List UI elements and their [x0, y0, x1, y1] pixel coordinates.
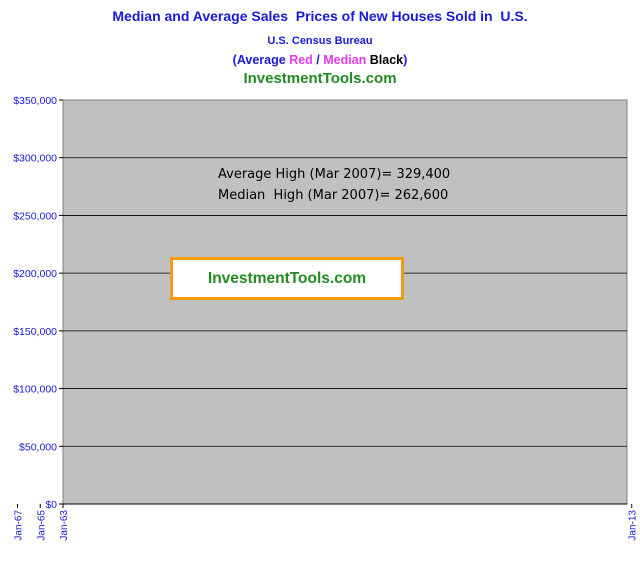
y-tick-label: $300,000: [13, 153, 57, 165]
legend-average-label: Red: [289, 53, 313, 67]
x-tick-label: Jan-67: [14, 510, 25, 541]
legend-slash: /: [312, 53, 324, 67]
chart-title: Median and Average Sales Prices of New H…: [112, 8, 528, 24]
chart-subtitle: U.S. Census Bureau: [267, 35, 373, 47]
source-brand: InvestmentTools.com: [243, 70, 397, 87]
y-tick-label: $250,000: [13, 210, 57, 222]
plot-area: [62, 99, 628, 505]
legend-line: (Average Red / Median Black): [0, 53, 640, 67]
legend-open: (Average: [232, 53, 290, 67]
y-tick-label: $0: [45, 499, 57, 511]
brand-box: InvestmentTools.com: [170, 257, 404, 300]
legend-close: ): [403, 53, 408, 67]
y-tick-label: $350,000: [13, 95, 57, 107]
legend-black-label: Black: [366, 53, 404, 67]
x-tick-label: Jan-69: [0, 510, 2, 541]
annotation-median-high: Median High (Mar 2007)= 262,600: [218, 188, 449, 203]
y-tick-label: $100,000: [13, 384, 57, 396]
y-tick-label: $200,000: [13, 268, 57, 280]
x-tick-label: Jan-65: [36, 510, 47, 541]
legend-median-label: Median: [323, 53, 367, 67]
y-tick-label: $150,000: [13, 326, 57, 338]
y-tick-label: $50,000: [19, 441, 57, 453]
x-tick-label: Jan-13: [628, 510, 639, 541]
annotation-average-high: Average High (Mar 2007)= 329,400: [218, 167, 451, 182]
x-tick-label: Jan-63: [59, 510, 70, 541]
